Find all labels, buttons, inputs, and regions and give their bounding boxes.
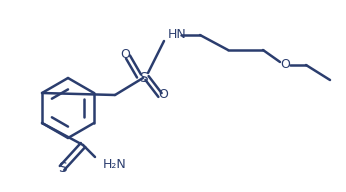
Text: O: O: [120, 49, 130, 61]
Text: S: S: [139, 71, 147, 85]
Text: HN: HN: [168, 28, 187, 41]
Text: S: S: [58, 161, 66, 175]
Text: H₂N: H₂N: [103, 159, 127, 171]
Text: O: O: [158, 89, 168, 102]
Text: O: O: [280, 59, 290, 71]
